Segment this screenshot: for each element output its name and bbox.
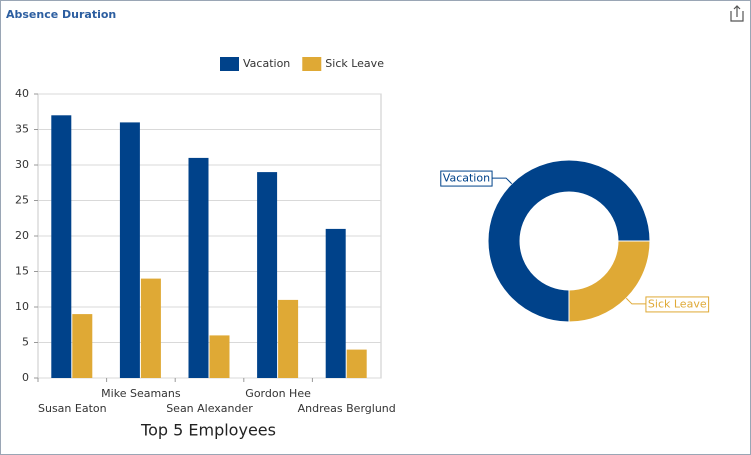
bar	[140, 278, 161, 378]
bar	[278, 299, 299, 378]
export-button[interactable]	[730, 5, 744, 22]
bar	[188, 157, 209, 378]
x-tick-label: Gordon Hee	[245, 387, 311, 400]
y-tick-label: 10	[15, 300, 29, 313]
label-box	[645, 296, 710, 313]
y-tick-label: 15	[15, 265, 29, 278]
y-tick-label: 20	[15, 229, 29, 242]
leader-line	[492, 177, 513, 185]
label-box	[440, 170, 493, 187]
bar	[209, 335, 230, 378]
bar	[325, 228, 346, 378]
y-tick-label: 0	[22, 371, 29, 384]
x-tick-label: Susan Eaton	[38, 402, 107, 415]
slice-label: Sick Leave	[648, 297, 707, 310]
slice-label: Vacation	[443, 172, 490, 185]
y-tick-label: 40	[15, 87, 29, 100]
leader-line	[625, 297, 646, 305]
y-tick-label: 30	[15, 158, 29, 171]
panel-title: Absence Duration	[6, 8, 116, 21]
legend-swatch	[220, 57, 239, 71]
legend-label: Vacation	[243, 57, 290, 70]
x-tick-label: Sean Alexander	[166, 402, 253, 415]
legend-swatch	[302, 57, 322, 71]
donut-slice	[487, 159, 651, 323]
bar	[346, 349, 367, 378]
y-tick-label: 5	[22, 336, 29, 349]
y-tick-label: 35	[15, 123, 29, 136]
x-tick-label: Andreas Berglund	[298, 402, 396, 415]
y-tick-label: 25	[15, 194, 29, 207]
legend-label: Sick Leave	[325, 57, 384, 70]
bar	[257, 172, 278, 378]
donut-slice	[568, 240, 651, 323]
x-axis-title: Top 5 Employees	[140, 421, 276, 440]
bar	[119, 122, 140, 379]
bar	[51, 115, 72, 379]
bar	[72, 314, 93, 378]
x-tick-label: Mike Seamans	[101, 387, 181, 400]
